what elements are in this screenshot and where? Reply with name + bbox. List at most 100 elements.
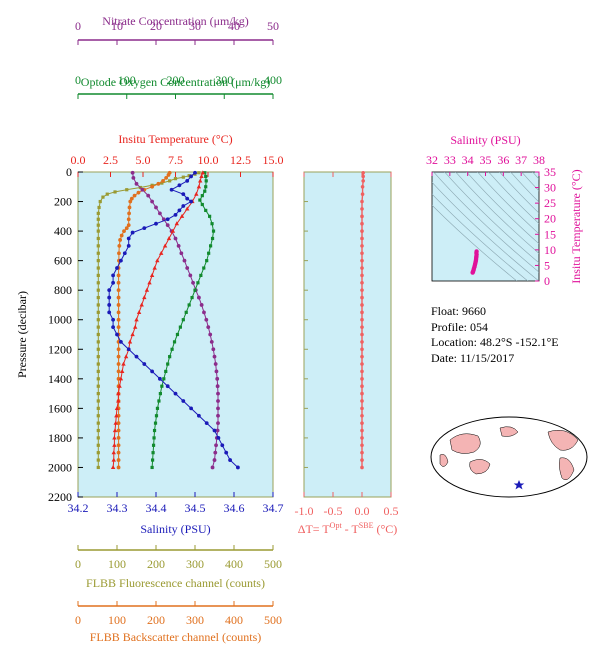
fluorescence-point <box>96 399 100 403</box>
delta-point <box>360 303 364 307</box>
delta-point <box>361 170 365 175</box>
fluorescence-tick-label: 500 <box>264 557 282 571</box>
fluorescence-point <box>96 377 100 381</box>
salinity-point <box>189 174 194 179</box>
fluorescence-point <box>96 421 100 425</box>
pressure-tick-label: 1800 <box>48 431 72 445</box>
fluorescence-point <box>96 384 100 388</box>
backscatter-point <box>116 280 121 285</box>
nitrate-point <box>216 421 220 426</box>
backscatter-point <box>129 196 134 201</box>
salinity-axis-title: Salinity (PSU) <box>140 522 210 536</box>
delta-point <box>360 369 364 374</box>
nitrate-tick-label: 40 <box>228 19 240 33</box>
pressure-axis-title: Pressure (decibar) <box>15 291 29 378</box>
fluorescence-point <box>96 458 100 462</box>
salinity-point <box>165 384 170 389</box>
nitrate-point <box>134 181 139 186</box>
temperature-tick-label: 10.0 <box>198 153 219 167</box>
pressure-tick-label: 2000 <box>48 460 72 474</box>
fluorescence-point <box>98 199 102 204</box>
backscatter-point <box>116 273 121 278</box>
backscatter-point <box>116 317 121 322</box>
ts-xtick-label: 38 <box>533 153 545 167</box>
delta-point <box>360 310 364 315</box>
map-landmass <box>547 430 579 451</box>
nitrate-point <box>204 317 209 322</box>
pressure-tick-label: 1400 <box>48 372 72 386</box>
fluorescence-point <box>96 244 100 248</box>
temperature-point <box>130 332 135 337</box>
oxygen-point <box>178 325 182 329</box>
fluorescence-point <box>181 175 185 179</box>
fluorescence-point <box>96 266 100 270</box>
delta-point <box>360 332 364 337</box>
temperature-tick-label: 15.0 <box>263 153 284 167</box>
temperature-series <box>110 170 205 470</box>
salinity-point <box>126 243 131 248</box>
temperature-point <box>120 369 125 374</box>
temperature-point <box>136 309 142 314</box>
pressure-tick-label: 1600 <box>48 401 72 415</box>
nitrate-point <box>191 280 195 285</box>
delta-series <box>360 170 365 470</box>
nitrate-tick-label: 30 <box>189 19 201 33</box>
nitrate-point <box>173 236 178 241</box>
ts-contour <box>532 172 539 180</box>
fluorescence-point <box>96 325 100 329</box>
fluorescence-point <box>96 295 100 300</box>
oxygen-point <box>166 362 170 366</box>
backscatter-point <box>118 238 123 242</box>
oxygen-point <box>198 198 202 202</box>
salinity-point <box>111 317 115 322</box>
oxygen-point <box>193 288 197 292</box>
oxygen-point <box>157 399 161 403</box>
delta-point <box>361 179 365 183</box>
delta-point <box>360 406 364 411</box>
oxygen-point <box>181 318 185 322</box>
nitrate-point <box>208 332 213 337</box>
backscatter-point <box>117 251 121 256</box>
nitrate-point <box>179 251 184 256</box>
nitrate-point <box>185 266 190 270</box>
fluorescence-point <box>173 177 178 181</box>
fluorescence-point <box>96 281 100 285</box>
oxygen-point <box>153 421 158 425</box>
world-map <box>430 416 588 498</box>
fluorescence-point <box>96 391 100 396</box>
fluorescence-axis: 0 100 200 300 400 500 FLBB Fluorescence channe… <box>75 545 282 590</box>
oxygen-point <box>184 310 188 314</box>
nitrate-axis: 0 10 20 30 40 50 Nitrate Concentration (μm/kg) <box>75 14 279 45</box>
ts-xtick-label: 37 <box>515 153 527 167</box>
oxygen-point <box>207 251 211 255</box>
temperature-point <box>112 428 118 433</box>
fluorescence-point <box>96 465 100 470</box>
ts-contour <box>499 172 539 214</box>
fluorescence-point <box>187 174 191 178</box>
ts-contour <box>488 172 539 225</box>
salinity-point <box>181 399 186 403</box>
pressure-tick-label: 600 <box>54 254 72 268</box>
oxygen-point <box>175 332 180 337</box>
delta-point <box>360 421 364 425</box>
backscatter-point <box>124 226 129 231</box>
delta-point <box>360 384 364 389</box>
oxygen-tick-label: 300 <box>215 73 233 87</box>
salinity-point <box>107 288 112 293</box>
fluorescence-axis-title: FLBB Fluorescence channel (counts) <box>86 576 265 590</box>
salinity-point <box>204 421 209 426</box>
ts-contour <box>521 172 539 192</box>
temperature-point <box>166 236 172 241</box>
map-landmass <box>449 433 481 454</box>
temperature-point <box>179 213 185 218</box>
backscatter-tick-label: 100 <box>108 613 126 627</box>
salinity-point <box>220 443 225 448</box>
nitrate-point <box>176 243 181 248</box>
delta-point <box>360 288 364 292</box>
nitrate-tick-label: 50 <box>267 19 279 33</box>
backscatter-point <box>116 436 121 440</box>
temperature-tick-label: 7.5 <box>168 153 183 167</box>
backscatter-point <box>116 465 121 470</box>
backscatter-point <box>116 310 121 315</box>
